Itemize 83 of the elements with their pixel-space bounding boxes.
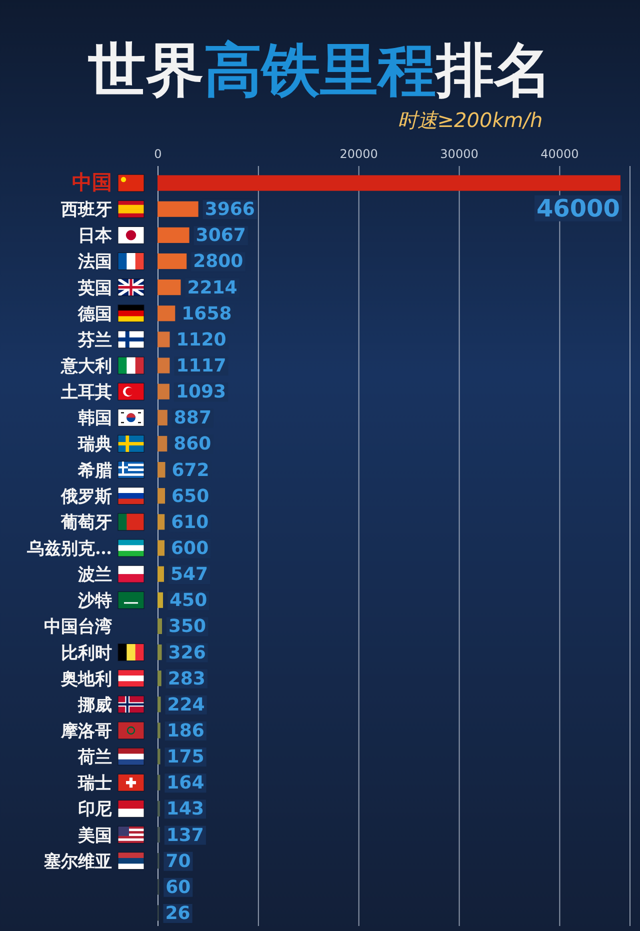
data-label: 600	[171, 538, 209, 559]
bar	[158, 436, 168, 452]
bar	[158, 514, 165, 530]
data-label: 650	[172, 486, 210, 507]
bar	[158, 488, 166, 504]
x-tick-label: 30000	[440, 147, 478, 161]
data-label: 60	[166, 876, 191, 898]
data-label: 26	[165, 902, 190, 924]
bar	[158, 462, 166, 478]
bar	[158, 410, 168, 426]
y-tick-label: 瑞士	[77, 774, 112, 794]
data-label: 175	[166, 746, 204, 768]
bar	[158, 227, 190, 243]
chart-title: 世界高铁里程排名	[87, 36, 552, 104]
y-tick-label: 德国	[77, 304, 112, 324]
bar	[158, 644, 162, 660]
bar	[158, 332, 170, 348]
y-tick-label: 荷兰	[77, 748, 112, 768]
data-label: 2800	[193, 251, 244, 272]
bar	[158, 358, 170, 374]
y-tick-label: 波兰	[77, 565, 112, 586]
data-label: 860	[174, 434, 212, 455]
bar	[158, 175, 620, 191]
chart-subtitle: 时速≥200km/h	[397, 108, 543, 132]
y-tick-label: 沙特	[77, 591, 112, 612]
bar	[158, 618, 162, 634]
y-tick-label: 塞尔维亚	[43, 852, 112, 872]
x-tick-label: 40000	[540, 147, 579, 161]
data-label: 326	[168, 642, 206, 664]
bar	[158, 253, 187, 270]
y-tick-label: 西班牙	[60, 200, 112, 220]
bar	[158, 201, 198, 217]
data-label: 547	[170, 564, 208, 586]
data-label: 3067	[196, 225, 246, 246]
y-tick-label: 摩洛哥	[60, 721, 112, 742]
y-tick-label: 瑞典	[77, 434, 112, 455]
data-label: 350	[168, 616, 206, 638]
data-label: 1093	[176, 382, 226, 403]
data-label: 2214	[187, 277, 238, 298]
bar	[158, 280, 181, 296]
data-label: 46000	[536, 194, 620, 222]
data-label: 70	[166, 850, 191, 872]
x-tick-label: 0	[154, 147, 162, 161]
y-tick-label: 印尼	[78, 800, 112, 820]
bar	[158, 540, 165, 556]
x-tick-label: 20000	[340, 147, 378, 161]
y-tick-label: 日本	[78, 226, 113, 246]
data-label: 186	[166, 720, 204, 742]
data-label: 887	[174, 408, 212, 429]
bar	[158, 670, 162, 686]
bar	[158, 306, 176, 322]
y-tick-label: 葡萄牙	[60, 512, 112, 533]
y-tick-label: 奥地利	[60, 669, 112, 690]
y-tick-label: 乌兹别克…	[26, 539, 112, 559]
data-label: 137	[166, 824, 204, 846]
y-tick-label: 英国	[77, 278, 112, 298]
y-tick-label: 土耳其	[60, 382, 112, 403]
y-tick-label: 中国台湾	[44, 617, 112, 638]
data-label: 672	[172, 460, 210, 481]
y-tick-label: 法国	[77, 252, 112, 272]
y-tick-label: 中国	[72, 170, 112, 194]
data-label: 1117	[176, 356, 226, 377]
data-label: 224	[167, 694, 205, 716]
data-label: 143	[166, 798, 204, 820]
bar	[158, 696, 161, 712]
y-tick-label: 比利时	[61, 643, 112, 664]
data-label: 1658	[182, 303, 232, 324]
data-label: 3966	[204, 199, 255, 220]
y-tick-label: 俄罗斯	[60, 486, 112, 507]
bar	[158, 384, 170, 400]
data-label: 610	[171, 512, 209, 533]
data-label: 450	[170, 590, 208, 612]
y-tick-label: 意大利	[60, 356, 112, 377]
y-tick-label: 希腊	[77, 460, 112, 481]
data-label: 164	[166, 772, 204, 794]
y-tick-label: 韩国	[77, 408, 112, 429]
bar	[158, 592, 164, 608]
data-label: 1120	[176, 329, 226, 350]
data-label: 283	[168, 668, 206, 690]
y-tick-label: 美国	[77, 826, 112, 846]
bar	[158, 566, 164, 582]
y-tick-label: 挪威	[77, 695, 112, 716]
y-tick-label: 芬兰	[77, 330, 112, 350]
